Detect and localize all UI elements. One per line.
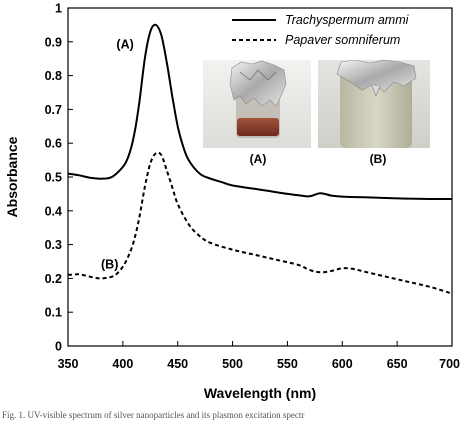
y-axis: 0 0.1 0.2 0.3 0.4 0.5 0.6 0.7 0.8 0.9 1 <box>45 2 73 354</box>
x-tick-label: 550 <box>277 357 298 371</box>
x-axis: 350 400 450 500 550 600 650 700 <box>58 341 460 371</box>
x-tick-label: 450 <box>167 357 188 371</box>
y-tick-label: 0.3 <box>45 238 62 252</box>
inset-label-b: (B) <box>370 152 387 166</box>
y-tick-label: 1 <box>55 2 62 16</box>
x-axis-label: Wavelength (nm) <box>204 385 316 401</box>
series-lines <box>67 23 453 295</box>
x-tick-label: 600 <box>332 357 353 371</box>
legend-label-1: Trachyspermum ammi <box>285 13 410 27</box>
series-line-papaver-somniferum <box>67 151 453 295</box>
y-tick-label: 0.4 <box>45 204 62 218</box>
x-tick-label: 650 <box>387 357 408 371</box>
x-tick-label: 500 <box>222 357 243 371</box>
y-tick-label: 0.6 <box>45 137 62 151</box>
x-tick-label: 350 <box>58 357 79 371</box>
y-tick-label: 0.8 <box>45 69 62 83</box>
y-tick-label: 0 <box>55 340 62 354</box>
x-tick-label: 700 <box>439 357 460 371</box>
x-tick-label: 400 <box>112 357 133 371</box>
series-line-trachyspermum-ammi <box>67 23 452 200</box>
annotation-b: (B) <box>101 257 118 271</box>
y-tick-label: 0.2 <box>45 272 62 286</box>
y-tick-label: 0.9 <box>45 35 62 49</box>
annotation-a: (A) <box>116 38 133 52</box>
inset-label-a: (A) <box>250 152 267 166</box>
y-tick-label: 0.1 <box>45 306 62 320</box>
legend-label-2: Papaver somniferum <box>285 33 400 47</box>
figure-caption: Fig. 1. UV-visible spectrum of silver na… <box>2 410 305 420</box>
y-tick-label: 0.7 <box>45 103 62 117</box>
inset-photo-b <box>318 59 430 148</box>
plot-frame <box>67 7 453 347</box>
legend: Trachyspermum ammi Papaver somniferum <box>232 13 410 47</box>
y-tick-label: 0.5 <box>45 171 62 185</box>
y-axis-label: Absorbance <box>4 136 20 217</box>
inset-photo-a <box>203 60 311 148</box>
